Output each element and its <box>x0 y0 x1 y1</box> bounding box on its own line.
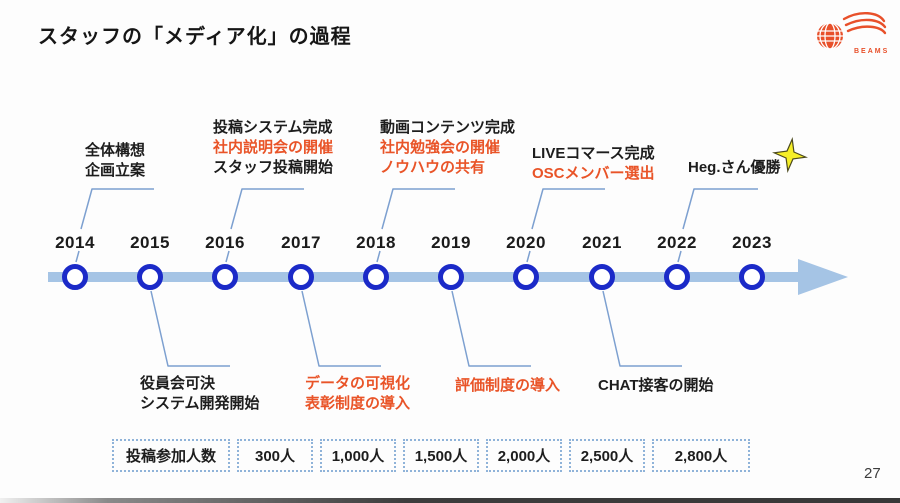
logo-brand-text: BEAMS <box>854 48 890 55</box>
milestone-line: CHAT接客の開始 <box>598 377 714 394</box>
page-number: 27 <box>864 465 881 482</box>
timeline-node-2019 <box>438 264 464 290</box>
year-label-2020: 2020 <box>506 233 546 252</box>
milestone-line: 企画立案 <box>85 162 146 179</box>
participants-cell-2016: 1,000人 <box>320 439 396 472</box>
milestone-2014: 全体構想 企画立案 <box>85 141 145 181</box>
year-label-2018: 2018 <box>356 233 396 252</box>
timeline-node-2020 <box>513 264 539 290</box>
timeline-node-2022 <box>664 264 690 290</box>
milestone-2015: 役員会可決 システム開発開始 <box>140 374 260 414</box>
milestone-line: データの可視化 <box>305 375 411 392</box>
milestone-2019: 評価制度の導入 <box>455 376 560 396</box>
year-label-2021: 2021 <box>582 233 622 252</box>
timeline-node-2018 <box>363 264 389 290</box>
milestone-line: LIVEコマース完成 <box>532 145 655 162</box>
milestone-line: 社内勉強会の開催 <box>380 139 501 156</box>
timeline-node-2016 <box>212 264 238 290</box>
timeline-node-2015 <box>137 264 163 290</box>
participants-cell-2017: 1,500人 <box>403 439 479 472</box>
beams-logo: BEAMS <box>810 8 888 60</box>
timeline-node-2023 <box>739 264 765 290</box>
timeline-bar <box>48 272 800 282</box>
year-label-2014: 2014 <box>55 233 95 252</box>
year-label-2019: 2019 <box>431 233 471 252</box>
milestone-line: 表彰制度の導入 <box>305 395 411 412</box>
milestone-2021: CHAT接客の開始 <box>598 376 714 396</box>
milestone-line: 全体構想 <box>85 142 146 159</box>
year-label-2015: 2015 <box>130 233 170 252</box>
participants-header-cell: 投稿参加人数 <box>112 439 230 472</box>
sparkle-star-icon <box>772 137 808 173</box>
milestone-line: 動画コンテンツ完成 <box>380 119 516 136</box>
milestone-line: Heg.さん優勝 <box>688 159 781 176</box>
milestone-2018: 動画コンテンツ完成 社内勉強会の開催 ノウハウの共有 <box>380 118 515 178</box>
milestone-line: 社内説明会の開催 <box>213 139 334 156</box>
milestone-line: OSCメンバー選出 <box>532 165 655 182</box>
milestone-line: 評価制度の導入 <box>455 377 561 394</box>
timeline-node-2014 <box>62 264 88 290</box>
timeline-node-2017 <box>288 264 314 290</box>
year-label-2016: 2016 <box>205 233 245 252</box>
page-title: スタッフの「メディア化」の過程 <box>38 26 352 48</box>
milestone-2017: データの可視化 表彰制度の導入 <box>305 374 410 414</box>
milestone-line: システム開発開始 <box>140 395 260 412</box>
participants-cell-2019: 2,500人 <box>569 439 645 472</box>
year-label-2017: 2017 <box>281 233 321 252</box>
milestone-line: 投稿システム完成 <box>213 119 333 136</box>
timeline-arrowhead-icon <box>798 259 848 295</box>
timeline-node-2021 <box>589 264 615 290</box>
year-label-2023: 2023 <box>732 233 772 252</box>
globe-swoosh-icon <box>817 12 887 50</box>
participants-table: 投稿参加人数 300人 1,000人 1,500人 2,000人 2,500人 … <box>112 439 750 472</box>
milestone-line: 役員会可決 <box>140 375 216 392</box>
milestone-line: スタッフ投稿開始 <box>213 159 334 176</box>
milestone-2022: Heg.さん優勝 <box>688 158 781 178</box>
participants-cell-2015: 300人 <box>237 439 313 472</box>
milestone-2016: 投稿システム完成 社内説明会の開催 スタッフ投稿開始 <box>213 118 333 178</box>
milestone-2020: LIVEコマース完成 OSCメンバー選出 <box>532 144 655 184</box>
milestone-line: ノウハウの共有 <box>380 159 486 176</box>
year-label-2022: 2022 <box>657 233 697 252</box>
bottom-edge-strip <box>0 498 900 503</box>
participants-cell-2020: 2,800人 <box>652 439 750 472</box>
participants-cell-2018: 2,000人 <box>486 439 562 472</box>
